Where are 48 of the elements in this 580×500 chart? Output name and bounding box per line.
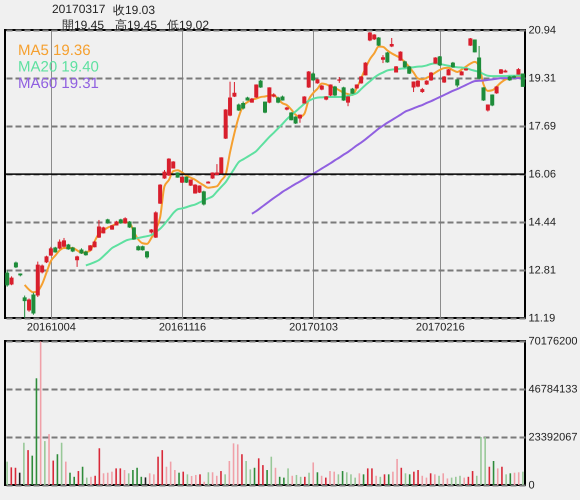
candlestick (472, 38, 477, 53)
candlestick (166, 158, 171, 176)
candlestick (158, 184, 162, 204)
text: 20170317 (52, 2, 106, 16)
annotation: 低19.02 (167, 17, 210, 34)
candlestick (477, 45, 482, 80)
y-tick-label: 16.06 (528, 168, 556, 181)
candlestick (520, 74, 525, 88)
y-tick-label: 17.69 (528, 120, 556, 132)
x-tick-label: 20161116 (158, 322, 206, 334)
candlestick (254, 84, 258, 98)
y-tick-label: 46784133 (528, 384, 578, 396)
y-tick-label: 19.31 (528, 72, 556, 85)
candlestick (202, 190, 206, 206)
candlestick (481, 86, 486, 102)
y-tick-label: 11.19 (528, 312, 556, 324)
candlestick (31, 292, 36, 316)
candlestick (364, 62, 368, 76)
y-tick-label: 20.94 (528, 24, 556, 36)
candlestick (346, 96, 350, 107)
candlestick (385, 51, 390, 64)
y-tick-label: 0 (528, 480, 535, 492)
candlestick (342, 86, 346, 102)
candlestick (5, 270, 10, 288)
x-tick-label: 20170103 (289, 322, 338, 334)
candlestick (62, 237, 66, 248)
annotation: 開19.45 (62, 17, 104, 34)
candlestick (390, 37, 394, 48)
annotation: 高19.45 (115, 17, 158, 34)
candlestick (267, 86, 272, 104)
candlestick (368, 32, 372, 42)
candlestick (27, 298, 32, 312)
text: MA5 19.36 (18, 42, 91, 59)
x-tick-label: 20170216 (416, 322, 465, 334)
candlestick (232, 81, 236, 98)
y-tick-label: 70176200 (528, 336, 578, 348)
text: 收19.03 (113, 2, 156, 18)
candlestick (332, 85, 337, 97)
y-tick-label: 14.44 (528, 216, 556, 228)
x-tick-label: 20161004 (26, 322, 76, 334)
y-tick-label: 23392067 (528, 432, 578, 444)
candlestick (22, 295, 27, 318)
line-series (250, 77, 524, 215)
y-tick-label: 12.81 (528, 264, 556, 277)
candlestick (75, 255, 80, 268)
candlestick (438, 55, 442, 67)
candlestick (306, 70, 311, 88)
candlestick (58, 238, 62, 250)
